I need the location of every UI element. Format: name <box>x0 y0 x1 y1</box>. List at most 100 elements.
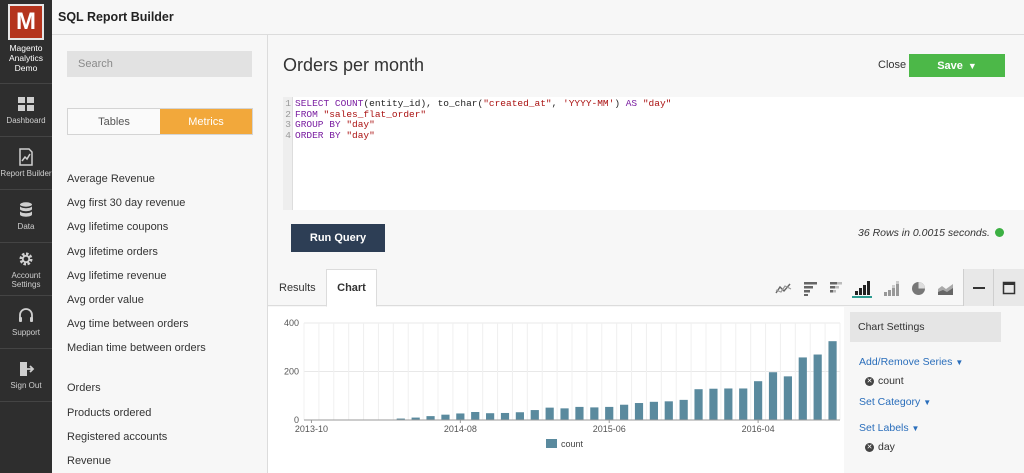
nav-label: Data <box>17 222 35 231</box>
panel-tab-switch: Tables Metrics <box>67 108 253 135</box>
sql-token: entity_id <box>369 98 421 109</box>
chart-settings-panel: Chart Settings Add/Remove Series ▼ ✕ coun… <box>850 312 1001 453</box>
sql-token: to_char <box>437 98 478 109</box>
sql-string: "created_at" <box>483 98 552 109</box>
bar <box>426 416 435 420</box>
bar <box>620 404 629 420</box>
bar <box>754 381 763 420</box>
bar <box>441 414 450 420</box>
chevron-down-icon: ▼ <box>923 398 932 407</box>
bar <box>649 401 658 420</box>
bar <box>605 406 614 420</box>
tab-metrics[interactable]: Metrics <box>160 109 252 134</box>
bar <box>783 376 792 420</box>
chart-type-horizontal-bar[interactable] <box>800 278 820 298</box>
header-title: SQL Report Builder <box>58 10 174 24</box>
bar <box>575 406 584 420</box>
bar <box>768 372 778 420</box>
top-header: SQL Report Builder <box>52 0 1024 35</box>
left-nav: M Magento Analytics Demo Dashboard Repor… <box>0 0 52 473</box>
stacked-bar-icon <box>883 280 899 296</box>
close-button[interactable]: Close <box>878 59 907 71</box>
metric-item[interactable]: Avg lifetime revenue <box>67 269 167 282</box>
metric-item[interactable]: Avg time between orders <box>67 318 189 331</box>
nav-item-account-settings[interactable]: Account Settings <box>0 243 52 296</box>
nav-item-data[interactable]: Data <box>0 190 52 243</box>
minimize-button[interactable] <box>963 269 994 306</box>
x-tick-label: 2015-06 <box>593 424 626 434</box>
y-tick-label: 0 <box>294 415 299 425</box>
chart-type-line[interactable] <box>773 278 793 298</box>
bar <box>515 412 524 420</box>
line-chart-icon <box>774 283 791 293</box>
bar <box>545 407 554 420</box>
remove-label-icon[interactable]: ✕ <box>865 442 874 452</box>
sql-code[interactable]: SELECT COUNT(entity_id), to_char("create… <box>293 97 671 210</box>
nav-item-dashboard[interactable]: Dashboard <box>0 84 52 137</box>
sql-keyword: GROUP <box>295 119 324 130</box>
nav-label: Report Builder <box>0 169 52 178</box>
nav-label: Sign Out <box>10 381 42 390</box>
tab-tables[interactable]: Tables <box>68 109 160 134</box>
sql-keyword: SELECT <box>295 98 330 109</box>
area-chart-icon <box>937 283 953 295</box>
database-icon <box>20 202 32 217</box>
save-button[interactable]: Save ▼ <box>909 54 1005 77</box>
metric-item[interactable]: Average Revenue <box>67 173 155 185</box>
nav-item-sign-out[interactable]: Sign Out <box>0 349 52 402</box>
chevron-down-icon: ▼ <box>955 358 964 367</box>
set-category-link[interactable]: Set Category ▼ <box>850 396 1001 408</box>
run-query-button[interactable]: Run Query <box>291 224 385 252</box>
metric-item[interactable]: Registered accounts <box>67 430 168 443</box>
chart-area: 0 200 400 2013-10 2014-08 2015-06 2016-04 count <box>268 307 844 473</box>
set-labels-link[interactable]: Set Labels ▼ <box>850 422 1001 434</box>
metric-item[interactable]: Avg order value <box>67 293 144 306</box>
chart-settings-title: Chart Settings <box>850 312 1001 342</box>
tab-chart[interactable]: Chart <box>326 269 377 307</box>
metric-item[interactable]: Orders <box>67 382 101 395</box>
x-tick-label: 2016-04 <box>742 424 775 434</box>
maximize-icon <box>1002 281 1016 294</box>
nav-label: Account Settings <box>11 270 41 289</box>
sql-token: , <box>551 98 564 109</box>
metric-item[interactable]: Avg lifetime orders <box>67 245 158 258</box>
nav-item-support[interactable]: Support <box>0 296 52 349</box>
tab-results[interactable]: Results <box>279 281 316 294</box>
minimize-icon <box>973 286 985 289</box>
metric-item[interactable]: Products ordered <box>67 406 152 419</box>
bar <box>664 401 673 420</box>
add-remove-series-link[interactable]: Add/Remove Series ▼ <box>850 356 1001 368</box>
nav-label: Dashboard <box>6 116 46 125</box>
sql-token: ) <box>614 98 626 109</box>
chart-type-stacked-horizontal[interactable] <box>826 278 846 298</box>
sql-keyword: BY <box>329 119 341 130</box>
nav-item-report-builder[interactable]: Report Builder <box>0 137 52 190</box>
sql-string: "day" <box>346 119 375 130</box>
remove-series-icon[interactable]: ✕ <box>865 376 874 386</box>
sign-out-icon <box>20 362 35 376</box>
search-input[interactable] <box>67 51 252 77</box>
query-status: 36 Rows in 0.0015 seconds. <box>858 227 1004 239</box>
bar <box>828 341 837 420</box>
chart-type-bar[interactable] <box>852 278 872 298</box>
sql-keyword: AS <box>625 98 638 109</box>
sql-string: "day" <box>346 129 375 141</box>
chart-type-area[interactable] <box>935 278 955 298</box>
chart-type-pie[interactable] <box>908 278 928 298</box>
chart-type-stacked-bar[interactable] <box>881 278 901 298</box>
metric-item[interactable]: Avg first 30 day revenue <box>67 197 186 210</box>
y-tick-label: 200 <box>284 367 299 377</box>
sql-line: GROUP BY "day" <box>295 119 671 131</box>
maximize-button[interactable] <box>993 269 1024 306</box>
bar <box>634 403 644 420</box>
metric-item[interactable]: Revenue <box>67 454 112 467</box>
x-tick-label: 2013-10 <box>295 424 328 434</box>
metric-item[interactable]: Avg lifetime coupons <box>67 221 169 234</box>
sql-token: ( <box>363 98 370 109</box>
metric-item[interactable]: Median time between orders <box>67 342 206 355</box>
set-labels-label: Set Labels <box>859 422 909 434</box>
app-logo[interactable]: M Magento Analytics Demo <box>0 0 52 84</box>
